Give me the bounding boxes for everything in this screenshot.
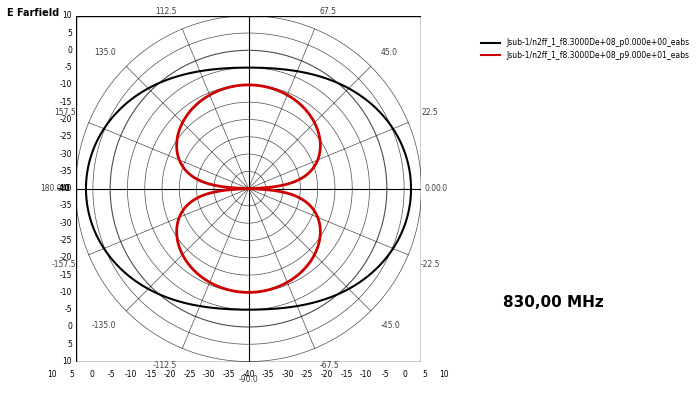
Text: -25: -25 xyxy=(301,370,314,379)
Text: -30: -30 xyxy=(60,150,72,158)
Text: -25: -25 xyxy=(60,132,72,141)
Text: -35: -35 xyxy=(60,167,72,176)
Text: 90.0: 90.0 xyxy=(240,0,257,2)
Text: -20: -20 xyxy=(60,253,72,262)
Text: -45.0: -45.0 xyxy=(381,321,400,330)
Text: 830,00 MHz: 830,00 MHz xyxy=(503,294,603,310)
Text: 0: 0 xyxy=(403,370,407,379)
Text: -5: -5 xyxy=(64,63,72,72)
Text: -15: -15 xyxy=(60,98,72,107)
Text: -25: -25 xyxy=(60,236,72,245)
Text: -15: -15 xyxy=(340,370,353,379)
Text: 5: 5 xyxy=(423,370,427,379)
Text: -30: -30 xyxy=(203,370,216,379)
Text: 0: 0 xyxy=(90,370,94,379)
Text: -22.5: -22.5 xyxy=(421,260,440,269)
Text: -10: -10 xyxy=(125,370,137,379)
Text: 5: 5 xyxy=(67,340,72,349)
Text: -10: -10 xyxy=(60,81,72,89)
Text: -30: -30 xyxy=(60,219,72,228)
Text: -35: -35 xyxy=(223,370,235,379)
Legend: Jsub-1/n2ff_1_f8.3000De+08_p0.000e+00_eabs, Jsub-1/n2ff_1_f8.3000De+08_p9.000e+0: Jsub-1/n2ff_1_f8.3000De+08_p0.000e+00_ea… xyxy=(478,35,693,63)
Text: 135.0: 135.0 xyxy=(94,48,116,57)
Text: -35: -35 xyxy=(60,202,72,210)
Text: 10: 10 xyxy=(62,357,72,366)
Text: -5: -5 xyxy=(382,370,389,379)
Text: -90.0: -90.0 xyxy=(239,375,258,384)
Text: 5: 5 xyxy=(67,29,72,37)
Text: -20: -20 xyxy=(164,370,176,379)
Text: 10: 10 xyxy=(62,11,72,20)
Text: -20: -20 xyxy=(60,115,72,124)
Text: -15: -15 xyxy=(60,271,72,279)
Text: -5: -5 xyxy=(64,305,72,314)
Text: -67.5: -67.5 xyxy=(320,361,340,370)
Text: 0: 0 xyxy=(67,46,72,55)
Text: -25: -25 xyxy=(183,370,196,379)
Text: 180.0: 180.0 xyxy=(40,184,62,193)
Text: -5: -5 xyxy=(108,370,115,379)
Text: -40: -40 xyxy=(242,370,255,379)
Text: -35: -35 xyxy=(262,370,274,379)
Text: -30: -30 xyxy=(281,370,294,379)
Text: -10: -10 xyxy=(60,288,72,297)
Text: 0.0: 0.0 xyxy=(425,184,437,193)
Text: 112.5: 112.5 xyxy=(155,7,177,16)
Text: -20: -20 xyxy=(321,370,333,379)
Text: 5: 5 xyxy=(70,370,74,379)
Text: 10: 10 xyxy=(440,370,449,379)
Text: -40: -40 xyxy=(57,184,71,193)
Text: 45.0: 45.0 xyxy=(381,48,398,57)
Text: -40: -40 xyxy=(60,184,72,193)
Text: 0.0: 0.0 xyxy=(435,184,447,193)
Text: 0: 0 xyxy=(67,323,72,331)
Text: 10: 10 xyxy=(48,370,57,379)
Text: -112.5: -112.5 xyxy=(153,361,177,370)
Text: -157.5: -157.5 xyxy=(52,260,76,269)
Text: -135.0: -135.0 xyxy=(92,321,116,330)
Text: -15: -15 xyxy=(144,370,157,379)
Text: 67.5: 67.5 xyxy=(320,7,337,16)
Text: -10: -10 xyxy=(360,370,372,379)
Text: 22.5: 22.5 xyxy=(421,108,438,117)
Text: E Farfield: E Farfield xyxy=(7,8,60,18)
Text: 157.5: 157.5 xyxy=(54,108,76,117)
